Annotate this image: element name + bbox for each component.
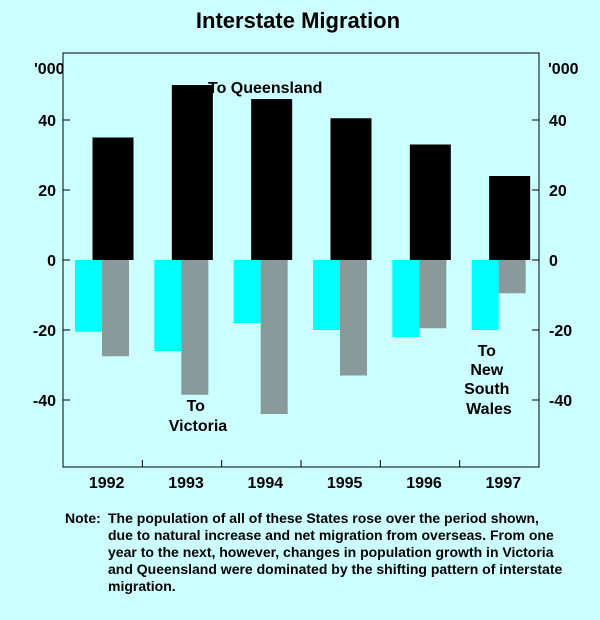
bar-nsw-1996 xyxy=(419,260,447,329)
y-tick-label-right: 40 xyxy=(549,113,567,130)
y-tick-label-left: 0 xyxy=(47,253,56,270)
y-tick-label-left: 40 xyxy=(38,113,56,130)
x-tick-label-1997: 1997 xyxy=(486,475,522,492)
interstate-migration-chart: Interstate Migration '000 '000 40 40 20 20 0… xyxy=(33,8,579,492)
bar-victoria-1996 xyxy=(392,260,420,337)
bar-victoria-1992 xyxy=(75,260,102,332)
annotation-victoria-line-1: To xyxy=(187,398,206,415)
annotation-to-nsw: To New South Wales xyxy=(464,343,514,418)
bar-nsw-1997 xyxy=(498,260,526,294)
bar-nsw-1992 xyxy=(102,260,129,357)
annotation-nsw-line-4: Wales xyxy=(466,401,512,418)
plot-frame xyxy=(62,52,540,468)
y-tick-label-right: 0 xyxy=(549,253,558,270)
bar-queensland-1993 xyxy=(171,85,213,260)
bar-queensland-1994 xyxy=(251,99,293,260)
y-axis-unit-right: '000 xyxy=(548,61,579,78)
x-tick-label-1996: 1996 xyxy=(406,475,442,492)
chart-title: Interstate Migration xyxy=(196,8,400,33)
annotation-nsw-line-2: New xyxy=(470,362,503,379)
bar-nsw-1993 xyxy=(181,260,209,395)
x-tick-label-1994: 1994 xyxy=(248,475,284,492)
y-tick-label-right: -20 xyxy=(549,323,572,340)
y-tick-label-left: 20 xyxy=(38,183,56,200)
bar-nsw-1995 xyxy=(340,260,367,376)
x-tick-label-1992: 1992 xyxy=(89,475,125,492)
bar-victoria-1995 xyxy=(313,260,340,330)
annotation-to-queensland: To Queensland xyxy=(208,80,322,97)
bar-victoria-1997 xyxy=(471,260,499,330)
x-tick-label-1995: 1995 xyxy=(327,475,363,492)
bar-queensland-1992 xyxy=(92,137,134,260)
bar-nsw-1994 xyxy=(260,260,288,414)
annotation-nsw-line-1: To xyxy=(478,343,497,360)
x-tick-label-1993: 1993 xyxy=(168,475,204,492)
y-tick-label-left: -20 xyxy=(33,323,56,340)
y-axis-unit-left: '000 xyxy=(34,61,65,78)
bar-victoria-1994 xyxy=(233,260,261,323)
note-label: Note: xyxy=(65,510,101,526)
bar-victoria-1993 xyxy=(154,260,182,351)
bar-queensland-1997 xyxy=(489,176,531,260)
annotation-victoria-line-2: Victoria xyxy=(169,418,228,435)
y-tick-label-right: -40 xyxy=(549,393,572,410)
chart-note: Note: The population of all of these Sta… xyxy=(65,510,565,595)
y-tick-label-right: 20 xyxy=(549,183,567,200)
note-text: The population of all of these States ro… xyxy=(108,510,563,594)
bar-queensland-1995 xyxy=(330,118,372,260)
annotation-nsw-line-3: South xyxy=(464,381,509,398)
y-tick-label-left: -40 xyxy=(33,393,56,410)
bar-queensland-1996 xyxy=(409,144,451,260)
annotation-to-victoria: To Victoria xyxy=(169,398,228,435)
